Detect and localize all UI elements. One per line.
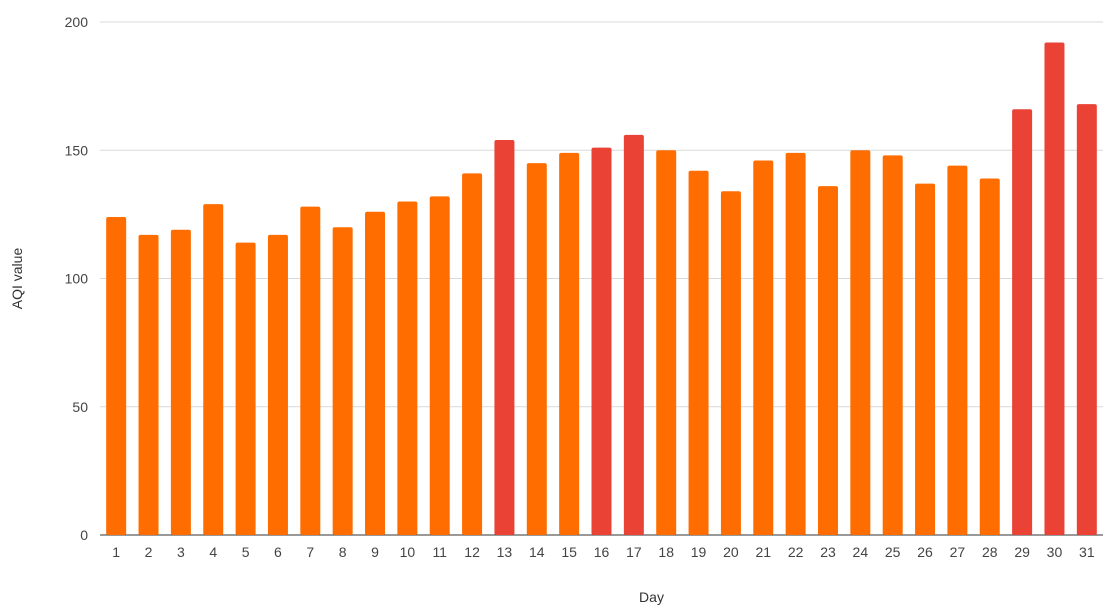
bar-day-27 xyxy=(947,165,968,535)
x-tick-label: 26 xyxy=(917,544,933,560)
x-tick-label: 3 xyxy=(177,544,185,560)
bar-day-17 xyxy=(623,134,644,536)
x-tick-label: 31 xyxy=(1079,544,1095,560)
bar-day-20 xyxy=(720,191,741,536)
bar-day-23 xyxy=(817,186,838,535)
x-tick-label: 30 xyxy=(1047,544,1063,560)
x-tick-label: 9 xyxy=(371,544,379,560)
x-tick-label: 17 xyxy=(626,544,642,560)
y-tick-label: 200 xyxy=(65,14,89,30)
x-tick-label: 13 xyxy=(497,544,513,560)
y-tick-label: 100 xyxy=(65,271,89,287)
x-tick-label: 20 xyxy=(723,544,739,560)
bar-day-16 xyxy=(591,147,612,535)
x-axis-title: Day xyxy=(639,589,664,605)
x-tick-label: 22 xyxy=(788,544,804,560)
y-tick-label: 0 xyxy=(80,527,88,543)
bar-day-29 xyxy=(1012,109,1033,536)
x-tick-label: 25 xyxy=(885,544,901,560)
bar-day-6 xyxy=(267,234,288,535)
x-tick-label: 7 xyxy=(306,544,314,560)
bar-day-1 xyxy=(106,216,127,535)
x-tick-label: 11 xyxy=(432,544,447,560)
x-tick-label: 12 xyxy=(464,544,480,560)
x-tick-label: 18 xyxy=(658,544,674,560)
x-tick-label: 15 xyxy=(561,544,577,560)
x-tick-label: 19 xyxy=(691,544,707,560)
bar-day-2 xyxy=(138,234,159,535)
x-tick-label: 14 xyxy=(529,544,545,560)
x-tick-label: 1 xyxy=(112,544,120,560)
x-tick-label: 6 xyxy=(274,544,282,560)
bar-day-11 xyxy=(429,196,450,536)
bar-day-19 xyxy=(688,170,709,535)
y-axis-title: AQI value xyxy=(9,248,25,310)
bar-day-15 xyxy=(559,152,580,535)
x-tick-label: 2 xyxy=(145,544,153,560)
x-tick-label: 24 xyxy=(853,544,869,560)
x-tick-label: 8 xyxy=(339,544,347,560)
x-tick-label: 16 xyxy=(594,544,610,560)
y-tick-label: 50 xyxy=(72,399,88,415)
bar-day-10 xyxy=(397,201,418,536)
x-tick-label: 29 xyxy=(1014,544,1030,560)
bar-day-22 xyxy=(785,152,806,535)
bar-day-26 xyxy=(915,183,936,535)
bar-day-21 xyxy=(753,160,774,535)
bar-day-31 xyxy=(1076,104,1097,535)
x-tick-label: 5 xyxy=(242,544,250,560)
bar-day-24 xyxy=(850,150,871,535)
x-axis-ticks: 1 2 3 4 5 6 7 8 9 10 11 12 13 14 15 16 17 18 19 20 21 22 23 24 2… xyxy=(112,544,1095,560)
bar-day-7 xyxy=(300,206,321,535)
bar-day-25 xyxy=(882,155,903,535)
x-tick-label: 28 xyxy=(982,544,998,560)
bar-day-30 xyxy=(1044,42,1065,536)
bar-day-8 xyxy=(332,227,353,535)
bar-day-18 xyxy=(656,150,677,535)
bar-day-14 xyxy=(526,163,547,535)
y-axis-ticks: 0 50 100 150 200 xyxy=(65,14,89,543)
bars-layer xyxy=(106,42,1097,536)
x-tick-label: 23 xyxy=(820,544,836,560)
x-tick-label: 10 xyxy=(400,544,416,560)
bar-day-5 xyxy=(235,242,256,535)
bar-day-9 xyxy=(365,211,386,535)
bar-day-4 xyxy=(203,204,224,536)
x-tick-label: 4 xyxy=(209,544,217,560)
bar-day-12 xyxy=(462,173,483,535)
bar-day-13 xyxy=(494,139,515,536)
bar-day-28 xyxy=(979,178,1000,535)
bar-day-3 xyxy=(170,229,191,535)
x-tick-label: 27 xyxy=(950,544,966,560)
x-tick-label: 21 xyxy=(755,544,771,560)
y-tick-label: 150 xyxy=(65,142,89,158)
